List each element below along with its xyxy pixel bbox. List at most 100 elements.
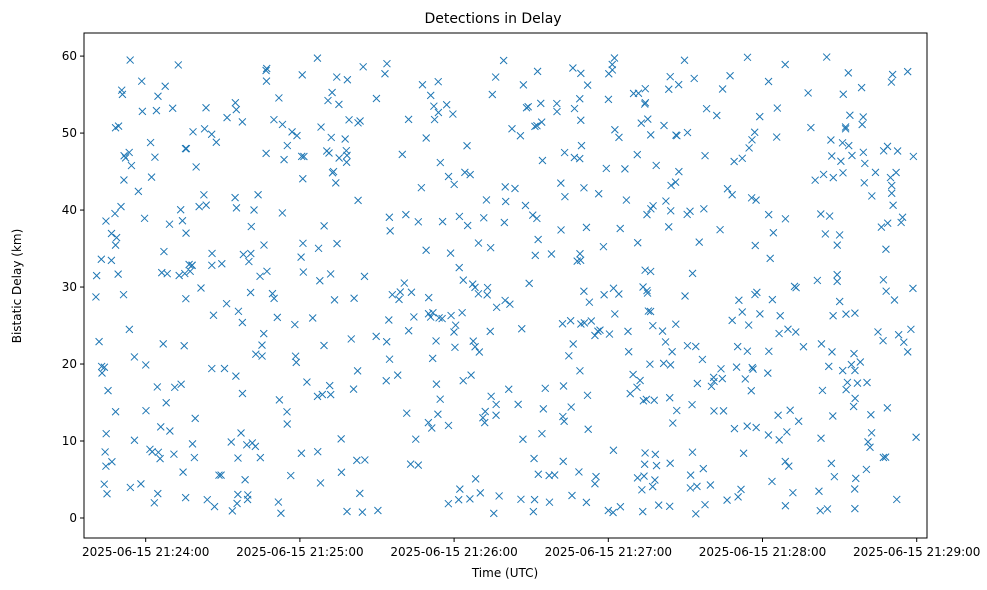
data-point — [781, 501, 790, 510]
data-point — [717, 364, 725, 373]
data-point — [468, 280, 477, 288]
chart-title: Detections in Delay — [424, 11, 561, 27]
data-point — [866, 443, 874, 452]
data-point — [388, 290, 397, 299]
data-point — [228, 507, 237, 515]
data-point — [768, 295, 777, 304]
data-point — [112, 233, 121, 242]
data-point — [862, 465, 871, 474]
data-point — [102, 217, 110, 225]
data-point — [280, 155, 288, 164]
data-point — [227, 438, 236, 446]
data-point — [111, 209, 119, 218]
data-point — [580, 287, 588, 296]
data-point — [534, 235, 542, 244]
data-point — [297, 253, 305, 261]
data-point — [752, 196, 760, 204]
data-point — [756, 310, 764, 318]
data-point — [137, 77, 146, 86]
data-point — [489, 509, 498, 518]
data-point — [231, 193, 239, 202]
data-point — [492, 411, 500, 420]
data-point — [643, 210, 651, 219]
data-point — [710, 377, 718, 386]
data-point — [600, 290, 608, 299]
data-point — [648, 321, 657, 330]
data-point — [182, 144, 191, 153]
data-point — [108, 457, 116, 466]
data-point — [232, 105, 241, 114]
data-point — [616, 502, 625, 511]
data-point — [883, 219, 892, 228]
data-point — [182, 229, 190, 238]
data-point — [300, 152, 308, 161]
data-point — [789, 488, 797, 497]
data-point — [463, 141, 471, 150]
data-point — [879, 453, 888, 462]
data-point — [534, 470, 543, 479]
data-point — [688, 400, 696, 409]
data-point — [355, 489, 364, 498]
data-point — [851, 504, 859, 513]
data-point — [165, 220, 174, 229]
data-point — [609, 508, 617, 517]
data-point — [92, 293, 100, 301]
data-point — [769, 228, 778, 237]
data-point — [833, 277, 842, 286]
data-point — [188, 261, 196, 270]
data-point — [530, 495, 539, 504]
data-point — [839, 168, 847, 177]
data-point — [584, 425, 593, 434]
data-point — [162, 398, 171, 407]
data-point — [130, 353, 139, 361]
data-point — [592, 472, 600, 481]
data-point — [718, 374, 727, 383]
data-point — [274, 498, 283, 506]
data-point — [382, 376, 391, 385]
data-point — [256, 453, 265, 462]
data-point — [643, 289, 652, 297]
data-point — [324, 96, 332, 105]
data-point — [316, 479, 325, 487]
data-point — [599, 242, 608, 251]
data-point — [701, 500, 709, 509]
data-point — [838, 138, 847, 147]
data-point — [575, 468, 583, 476]
data-point — [246, 249, 255, 258]
data-point — [435, 313, 443, 322]
data-point — [718, 85, 727, 93]
data-point — [299, 239, 307, 248]
data-point — [297, 449, 306, 458]
data-point — [569, 64, 577, 72]
data-point — [695, 238, 704, 246]
data-point — [335, 154, 344, 162]
data-point — [396, 288, 405, 296]
data-point — [596, 326, 604, 334]
data-point — [813, 276, 822, 285]
data-point — [749, 365, 757, 374]
data-point — [242, 440, 251, 449]
data-point — [170, 383, 179, 392]
data-point — [159, 339, 168, 348]
data-point — [909, 152, 918, 161]
data-point — [268, 289, 277, 298]
data-point — [894, 330, 903, 339]
data-point — [693, 379, 702, 388]
data-point — [288, 128, 296, 136]
data-point — [738, 308, 747, 316]
data-point — [651, 476, 659, 484]
data-point — [816, 210, 825, 218]
data-point — [750, 128, 759, 137]
data-point — [480, 418, 489, 427]
data-point — [451, 343, 459, 352]
data-point — [170, 450, 178, 459]
data-point — [278, 120, 287, 129]
data-point — [882, 245, 890, 254]
data-point — [177, 380, 185, 389]
data-point — [328, 88, 336, 97]
data-point — [640, 460, 649, 469]
data-point — [823, 505, 832, 513]
data-point — [827, 152, 836, 160]
data-point — [668, 419, 677, 427]
data-point — [447, 311, 455, 320]
